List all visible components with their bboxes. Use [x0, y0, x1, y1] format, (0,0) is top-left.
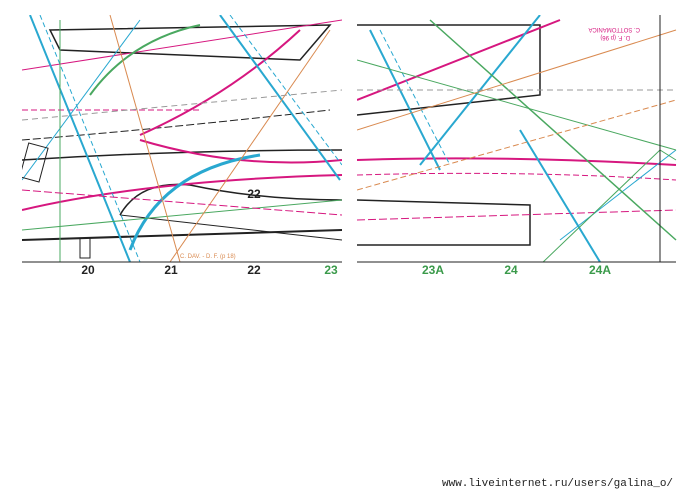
right-panel [357, 15, 677, 262]
note: D. F. (p 96) [600, 34, 630, 40]
piece-label: 23 [324, 263, 338, 277]
piece-label: 20 [81, 263, 95, 277]
piece-label: 24 [504, 263, 518, 277]
note: C. DAV. - D. F. (p 18) [180, 254, 236, 260]
inner-label: 22 [247, 187, 261, 201]
footer-url: www.liveinternet.ru/users/galina_o/ [442, 478, 673, 490]
piece-label: 21 [164, 263, 178, 277]
piece-label: 24A [589, 263, 611, 277]
piece-label: 23A [422, 263, 444, 277]
left-panel [22, 15, 342, 262]
piece-label: 22 [247, 263, 261, 277]
note: C. SOTTOMANICA [588, 26, 640, 32]
